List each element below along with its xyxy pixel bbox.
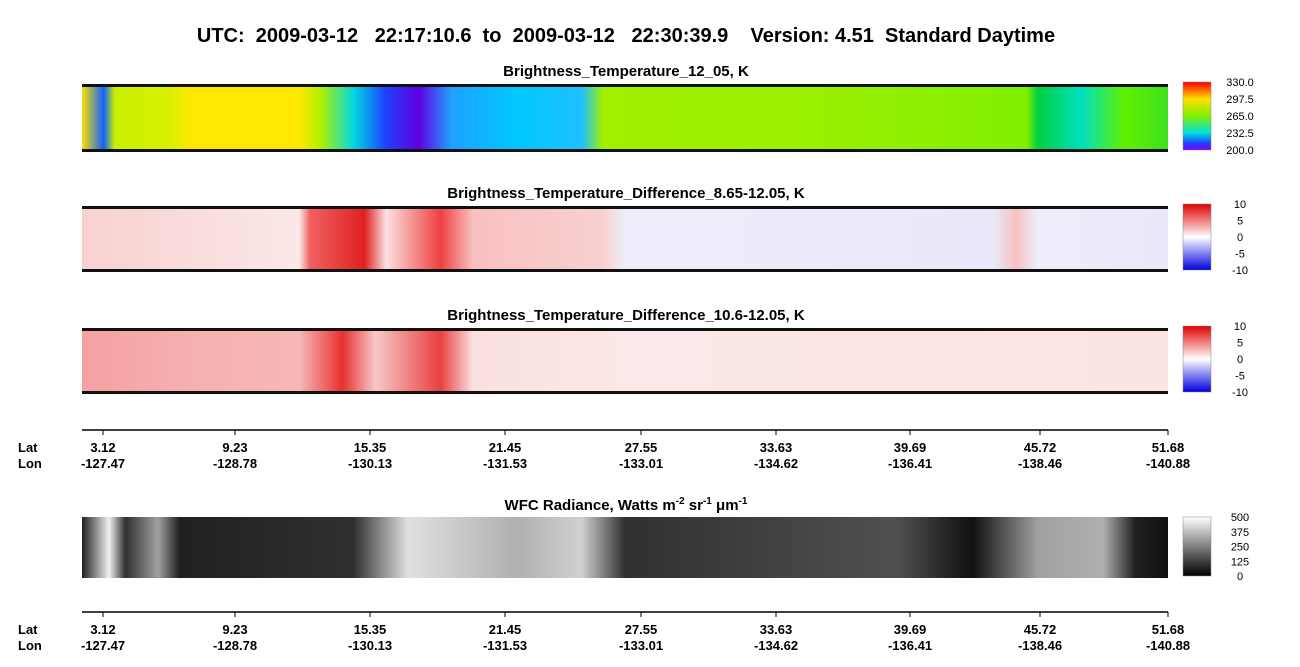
title-part: WFC Radiance, Watts m <box>505 497 676 514</box>
lon-label: -131.53 <box>483 456 527 471</box>
lon-label: -140.88 <box>1146 456 1190 471</box>
lon-label: -130.13 <box>348 638 392 653</box>
colorbar-label: 5 <box>1237 338 1243 350</box>
strip-edge <box>82 269 1168 272</box>
lat-label: 3.12 <box>90 622 115 637</box>
colorbar-label: 232.5 <box>1226 128 1254 140</box>
image-strip <box>82 328 1168 394</box>
lat-label: 15.35 <box>354 622 387 637</box>
lon-label: -138.46 <box>1018 456 1062 471</box>
lon-label: -128.78 <box>213 456 257 471</box>
colorbar-label: 200.0 <box>1226 145 1254 157</box>
image-strip <box>82 84 1168 152</box>
lat-label: 9.23 <box>222 440 247 455</box>
image-strip <box>82 517 1168 578</box>
lat-label: 39.69 <box>894 622 927 637</box>
colorbar-label: -5 <box>1235 249 1245 261</box>
lat-label: 21.45 <box>489 440 522 455</box>
lat-label: 51.68 <box>1152 440 1185 455</box>
lat-label: 45.72 <box>1024 622 1057 637</box>
lon-label: -133.01 <box>619 456 663 471</box>
strip-edge <box>82 206 1168 209</box>
lat-label: 33.63 <box>760 622 793 637</box>
colorbar-label: 5 <box>1237 216 1243 228</box>
colorbar-label: 10 <box>1234 321 1246 333</box>
lon-label: -127.47 <box>81 638 125 653</box>
colorbar-label: 330.0 <box>1226 77 1254 89</box>
colorbar-label: 0 <box>1237 232 1243 244</box>
title-part: sr <box>685 497 704 514</box>
colorbar-label: 500 <box>1231 512 1249 524</box>
lon-label: -133.01 <box>619 638 663 653</box>
lat-label: 27.55 <box>625 440 658 455</box>
lon-label: -136.41 <box>888 638 932 653</box>
lon-label: -131.53 <box>483 638 527 653</box>
superscript: -2 <box>676 496 685 507</box>
lon-label: -127.47 <box>81 456 125 471</box>
panel-title: Brightness_Temperature_Difference_8.65-1… <box>447 185 805 202</box>
panel-title: WFC Radiance, Watts m-2 sr-1 μm-1 <box>505 496 748 514</box>
lon-label: -130.13 <box>348 456 392 471</box>
strip-edge <box>82 84 1168 87</box>
image-strip <box>82 206 1168 272</box>
lon-label: -134.62 <box>754 456 798 471</box>
lon-label: -140.88 <box>1146 638 1190 653</box>
colorbar-label: 125 <box>1231 556 1249 568</box>
colorbar-label: 250 <box>1231 542 1249 554</box>
title-part: μm <box>712 497 739 514</box>
lat-label: 21.45 <box>489 622 522 637</box>
lat-label: 45.72 <box>1024 440 1057 455</box>
strip-edge <box>82 391 1168 394</box>
lat-label: 39.69 <box>894 440 927 455</box>
lon-label: -134.62 <box>754 638 798 653</box>
colorbar-label: -10 <box>1232 387 1248 399</box>
colorbar <box>1182 325 1212 393</box>
panel-title: Brightness_Temperature_12_05, K <box>503 63 749 80</box>
colorbar-label: -10 <box>1232 265 1248 277</box>
colorbar <box>1182 203 1212 271</box>
superscript: -1 <box>703 496 712 507</box>
colorbar-label: 0 <box>1237 571 1243 583</box>
strip-edge <box>82 149 1168 152</box>
lat-label: 51.68 <box>1152 622 1185 637</box>
axis-label: Lat <box>18 622 38 637</box>
colorbar-label: 265.0 <box>1226 111 1254 123</box>
lon-label: -136.41 <box>888 456 932 471</box>
colorbar <box>1182 81 1212 151</box>
colorbar-label: 297.5 <box>1226 94 1254 106</box>
colorbar-label: 10 <box>1234 199 1246 211</box>
panel-title: Brightness_Temperature_Difference_10.6-1… <box>447 307 805 324</box>
axis-label: Lon <box>18 638 42 653</box>
lat-label: 15.35 <box>354 440 387 455</box>
colorbar-label: 0 <box>1237 354 1243 366</box>
axis-label: Lon <box>18 456 42 471</box>
colorbar <box>1182 516 1212 577</box>
axis-label: Lat <box>18 440 38 455</box>
page-title: UTC: 2009-03-12 22:17:10.6 to 2009-03-12… <box>197 25 1055 47</box>
strip-edge <box>82 328 1168 331</box>
colorbar-label: 375 <box>1231 527 1249 539</box>
lat-label: 33.63 <box>760 440 793 455</box>
lat-label: 27.55 <box>625 622 658 637</box>
superscript: -1 <box>739 496 748 507</box>
lon-label: -138.46 <box>1018 638 1062 653</box>
lat-label: 3.12 <box>90 440 115 455</box>
colorbar-label: -5 <box>1235 371 1245 383</box>
lon-label: -128.78 <box>213 638 257 653</box>
lat-label: 9.23 <box>222 622 247 637</box>
